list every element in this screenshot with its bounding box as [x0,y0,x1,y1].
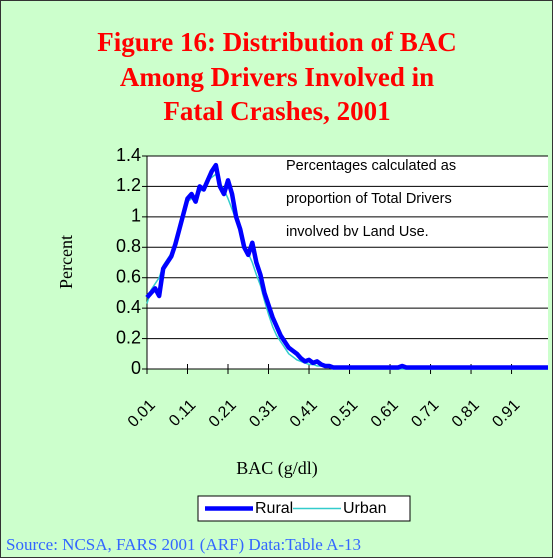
y-tick-label: 0 [131,358,141,378]
annotation-bg [282,222,527,242]
annotation: involved bv Land Use. [286,224,429,240]
y-tick-label: 1.4 [116,145,141,165]
annotation: proportion of Total Drivers [286,191,452,207]
annotation: Percentages calculated as [286,158,456,174]
y-tick-label: 0.4 [116,297,141,317]
y-tick-label: 0.2 [116,327,141,347]
chart-title: Among Drivers Involved in [120,62,434,92]
y-tick-label: 0.6 [116,266,141,286]
y-axis-label: Percent [56,235,76,289]
chart-title: Figure 16: Distribution of BAC [97,27,457,57]
chart-title: Fatal Crashes, 2001 [163,96,390,126]
plot-area [147,156,548,369]
series-line [145,162,548,370]
y-tick-label: 1.2 [116,175,141,195]
x-axis-label: BAC (g/dl) [236,458,318,479]
annotation-bg [282,189,527,209]
y-tick-label: 0.8 [116,236,141,256]
legend-label: Rural [255,500,293,517]
y-tick-label: 1 [131,206,141,226]
legend-label: Urban [343,500,387,517]
source: Source: NCSA, FARS 2001 (ARF) Data:Table… [6,535,361,554]
annotation-bg [282,156,527,176]
